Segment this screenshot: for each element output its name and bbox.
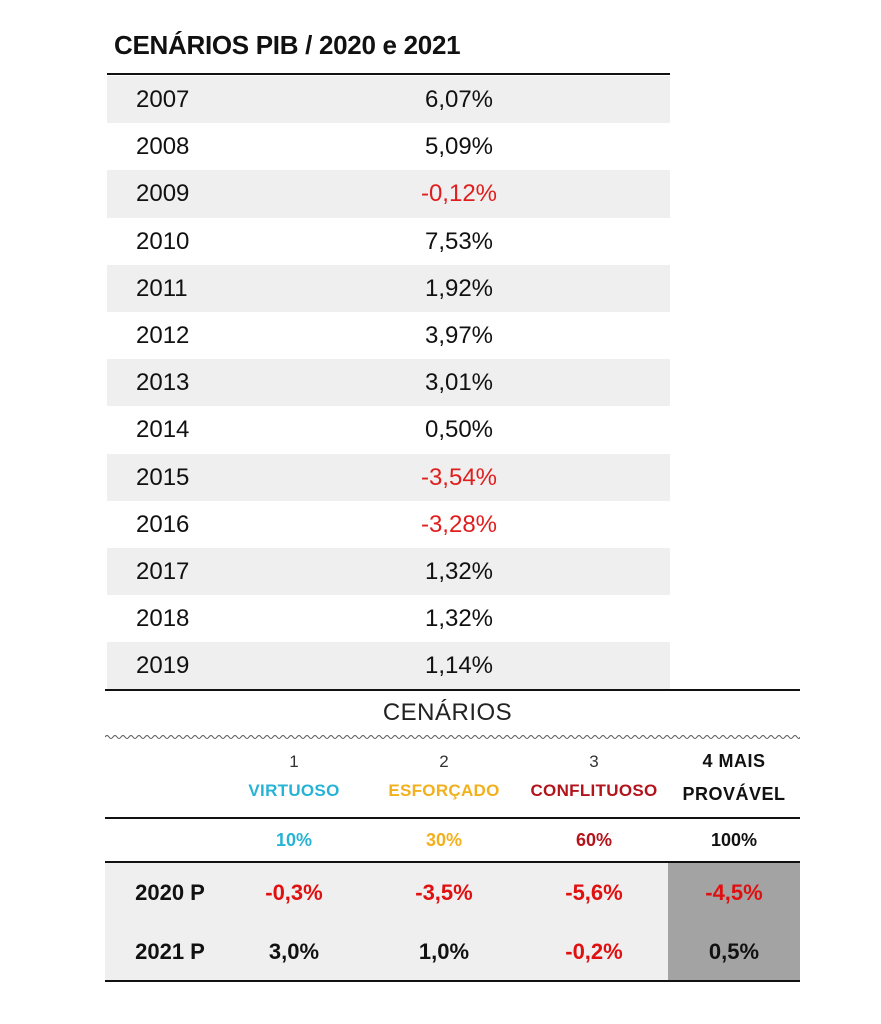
table-row: 2007 6,07% xyxy=(107,76,670,124)
scenario-1-name: VIRTUOSO xyxy=(248,781,340,800)
gdp-value-cell: 7,53% xyxy=(424,227,494,255)
gdp-value-cell: 1,32% xyxy=(424,557,494,585)
page-title: CENÁRIOS PIB / 2020 e 2021 xyxy=(114,30,461,60)
gdp-value-cell: -3,54% xyxy=(420,463,498,491)
most-likely-weight: 100% xyxy=(710,830,758,850)
table-row: 2012 3,97% xyxy=(107,312,670,359)
scenario-3-number: 3 xyxy=(589,752,599,771)
table-row: 2018 1,32% xyxy=(107,595,670,642)
scenario-2-name: ESFORÇADO xyxy=(388,781,500,800)
scenarios-title: CENÁRIOS xyxy=(382,699,513,726)
table-bottom-divider xyxy=(105,980,800,982)
most-likely-header-line1: 4 MAIS xyxy=(702,751,766,771)
projection-row-label: 2020 P xyxy=(135,880,205,905)
wavy-divider xyxy=(105,735,800,739)
projection-value: -5,6% xyxy=(565,880,623,905)
gdp-value-cell: 6,07% xyxy=(424,86,494,113)
table-row: 2015 -3,54% xyxy=(107,453,670,501)
gdp-value-cell: 5,09% xyxy=(424,133,494,161)
scenario-1-number: 1 xyxy=(289,752,299,771)
year-cell: 2016 xyxy=(136,510,190,538)
table-row: 2013 3,01% xyxy=(107,359,670,407)
year-cell: 2015 xyxy=(136,463,190,491)
most-likely-header-line2: PROVÁVEL xyxy=(682,784,786,804)
table-row: 2014 0,50% xyxy=(107,406,670,453)
scenario-2-weight: 30% xyxy=(425,830,463,850)
table-row: 2017 1,32% xyxy=(107,547,670,596)
gdp-value-cell: 3,97% xyxy=(424,321,494,349)
gdp-value-cell: 3,01% xyxy=(424,369,494,397)
most-likely-value: 0,5% xyxy=(708,939,760,964)
gdp-value-cell: -3,28% xyxy=(420,510,498,538)
weights-divider xyxy=(105,861,800,863)
most-likely-highlight xyxy=(668,863,800,980)
gdp-value-cell: 1,32% xyxy=(424,605,494,633)
gdp-value-cell: 1,14% xyxy=(424,652,494,680)
projection-row-label: 2021 P xyxy=(135,939,205,964)
year-cell: 2011 xyxy=(136,274,188,302)
title-divider xyxy=(107,73,670,75)
projection-value: -0,2% xyxy=(565,939,623,964)
year-cell: 2019 xyxy=(136,652,190,680)
year-cell: 2018 xyxy=(136,605,190,633)
scenario-3-weight: 60% xyxy=(575,830,613,850)
projection-value: 3,0% xyxy=(268,939,320,964)
year-cell: 2010 xyxy=(136,227,190,255)
year-cell: 2007 xyxy=(136,86,190,113)
gdp-value-cell: 0,50% xyxy=(424,416,494,444)
table-row: 2010 7,53% xyxy=(107,218,670,265)
table-row: 2008 5,09% xyxy=(107,123,670,170)
scenario-3-name: CONFLITUOSO xyxy=(530,781,658,800)
projection-value: 1,0% xyxy=(418,939,470,964)
historical-gdp-table: 2007 6,07% 2008 5,09% 2009 -0,12% 2010 7,53% 201… xyxy=(107,76,670,690)
table-row: 2011 1,92% xyxy=(107,264,670,312)
gdp-value-cell: -0,12% xyxy=(420,180,498,208)
gdp-value-cell: 1,92% xyxy=(424,274,494,302)
year-cell: 2013 xyxy=(136,369,190,397)
table-row: 2016 -3,28% xyxy=(107,501,670,548)
projection-value: -0,3% xyxy=(265,880,323,905)
year-cell: 2008 xyxy=(136,133,190,161)
year-cell: 2014 xyxy=(136,416,190,444)
scenario-2-number: 2 xyxy=(439,752,449,771)
header-divider xyxy=(105,817,800,819)
most-likely-value: -4,5% xyxy=(705,880,763,905)
scenarios-top-divider xyxy=(105,689,800,691)
table-row: 2009 -0,12% xyxy=(107,170,670,218)
year-cell: 2017 xyxy=(136,557,190,585)
year-cell: 2009 xyxy=(136,180,190,208)
year-cell: 2012 xyxy=(136,321,190,349)
table-row: 2019 1,14% xyxy=(107,642,670,690)
projection-value: -3,5% xyxy=(415,880,473,905)
scenario-1-weight: 10% xyxy=(275,830,313,850)
